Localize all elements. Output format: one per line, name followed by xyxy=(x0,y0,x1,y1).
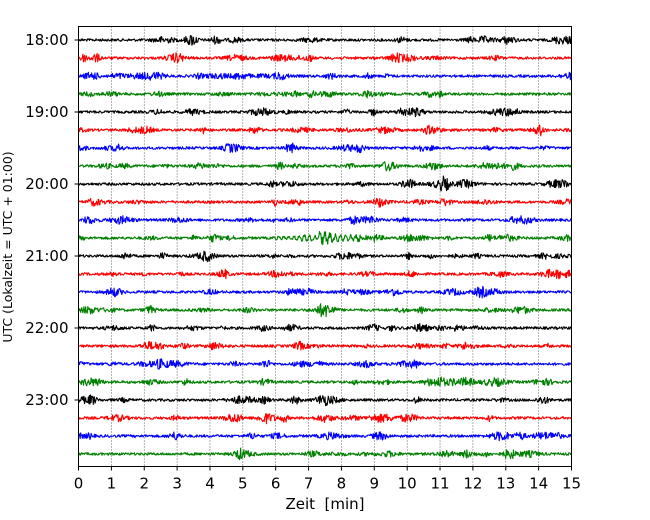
seismic-trace-1845 xyxy=(77,89,573,99)
y-axis-ticks: 18:00 19:00 20:00 21:00 22:00 23:00 xyxy=(25,31,79,409)
x-axis-ticks: 0 1 2 3 4 5 6 7 8 9 10 11 12 13 14 15 xyxy=(74,466,581,493)
seismic-trace-1800 xyxy=(77,34,573,46)
seismic-trace-2100 xyxy=(78,250,572,263)
x-tick-label: 11 xyxy=(430,475,449,493)
x-tick-label: 15 xyxy=(562,475,581,493)
y-tick-label: 18:00 xyxy=(25,31,68,49)
x-tick-label: 7 xyxy=(304,475,314,493)
y-axis-label: UTC (Lokalzeit = UTC + 01:00) xyxy=(0,151,15,342)
seismic-trace-2000 xyxy=(77,175,572,192)
y-tick-label: 19:00 xyxy=(25,103,68,121)
x-tick-label: 6 xyxy=(271,475,281,493)
x-tick-label: 12 xyxy=(463,475,482,493)
x-tick-label: 1 xyxy=(107,475,117,493)
x-tick-label: 14 xyxy=(529,475,548,493)
seismic-trace-2030 xyxy=(78,215,573,226)
y-tick-label: 22:00 xyxy=(25,319,68,337)
x-tick-label: 2 xyxy=(139,475,149,493)
y-tick-label: 23:00 xyxy=(25,391,68,409)
seismic-trace-2230 xyxy=(78,358,572,370)
vertical-gridlines xyxy=(111,26,539,467)
x-tick-label: 3 xyxy=(172,475,182,493)
seismic-trace-2245 xyxy=(77,376,572,387)
seismic-trace-1900 xyxy=(77,107,572,118)
x-tick-label: 13 xyxy=(496,475,515,493)
seismic-trace-2015 xyxy=(77,197,573,208)
seismic-trace-2045 xyxy=(78,230,572,246)
seismic-trace-2115 xyxy=(78,268,572,280)
seismic-trace-2345 xyxy=(78,447,573,461)
x-tick-label: 9 xyxy=(370,475,380,493)
seismic-trace-1830 xyxy=(78,71,573,81)
x-tick-label: 4 xyxy=(205,475,215,493)
seismic-trace-2200 xyxy=(78,323,573,333)
seismic-trace-2215 xyxy=(78,340,573,351)
x-axis-label: Zeit [min] xyxy=(285,495,364,513)
seismic-traces xyxy=(77,34,573,461)
y-tick-label: 20:00 xyxy=(25,175,68,193)
seismic-trace-2300 xyxy=(77,394,572,407)
plot-frame xyxy=(78,26,572,467)
seismic-trace-2330 xyxy=(77,431,572,442)
x-tick-label: 8 xyxy=(337,475,347,493)
seismic-trace-2130 xyxy=(78,285,572,299)
seismic-trace-1945 xyxy=(78,161,573,172)
x-tick-label: 5 xyxy=(238,475,248,493)
seismic-trace-1930 xyxy=(78,142,572,154)
seismic-trace-1915 xyxy=(77,124,573,137)
seismic-trace-1815 xyxy=(78,52,572,64)
y-tick-label: 21:00 xyxy=(25,247,68,265)
seismic-trace-2145 xyxy=(77,303,572,318)
x-tick-label: 0 xyxy=(74,475,84,493)
x-tick-label: 10 xyxy=(398,475,417,493)
seismic-trace-2315 xyxy=(78,412,572,425)
